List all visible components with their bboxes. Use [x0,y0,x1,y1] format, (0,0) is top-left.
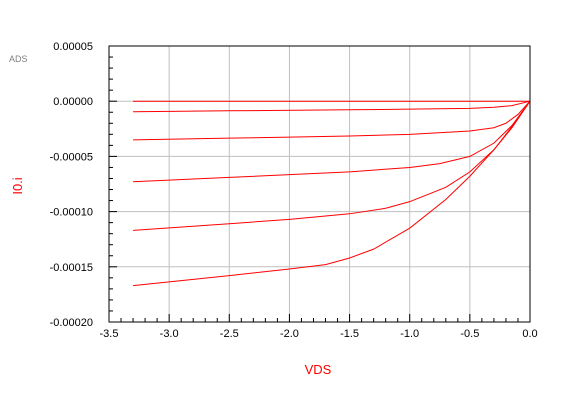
x-tick-label: -3.0 [160,328,179,340]
tick-labels: -3.5 -3.0 -2.5 -2.0 -1.5 -1.0 -0.5 0.0 0.00005 0.… [50,41,538,340]
y-axis-title: I0.i [10,177,25,194]
ads-brand-label: ADS [9,54,28,64]
series-line-3 [133,100,531,141]
x-tick-label: 0.0 [522,328,537,340]
y-tick-label: -0.00020 [50,317,93,329]
x-tick-label: -3.5 [100,328,119,340]
x-tick-label: -2.0 [280,328,299,340]
y-tick-label: 0.00000 [53,96,93,108]
x-tick-label: -1.5 [340,328,359,340]
series-line-2 [133,100,531,113]
y-tick-label: -0.00015 [50,262,93,274]
series-line-5 [133,100,531,231]
plot-frame [108,45,531,323]
axes [108,45,531,323]
series-group [133,100,531,287]
x-tick-label: -0.5 [460,328,479,340]
series-line-6 [133,100,531,287]
y-tick-label: -0.00010 [50,207,93,219]
x-tick-label: -2.5 [220,328,239,340]
y-tick-label: -0.00005 [50,151,93,163]
grid [108,45,531,323]
x-axis-title: VDS [305,362,332,377]
series-line-4 [133,100,531,183]
x-tick-label: -1.0 [400,328,419,340]
y-tick-label: 0.00005 [53,41,93,53]
